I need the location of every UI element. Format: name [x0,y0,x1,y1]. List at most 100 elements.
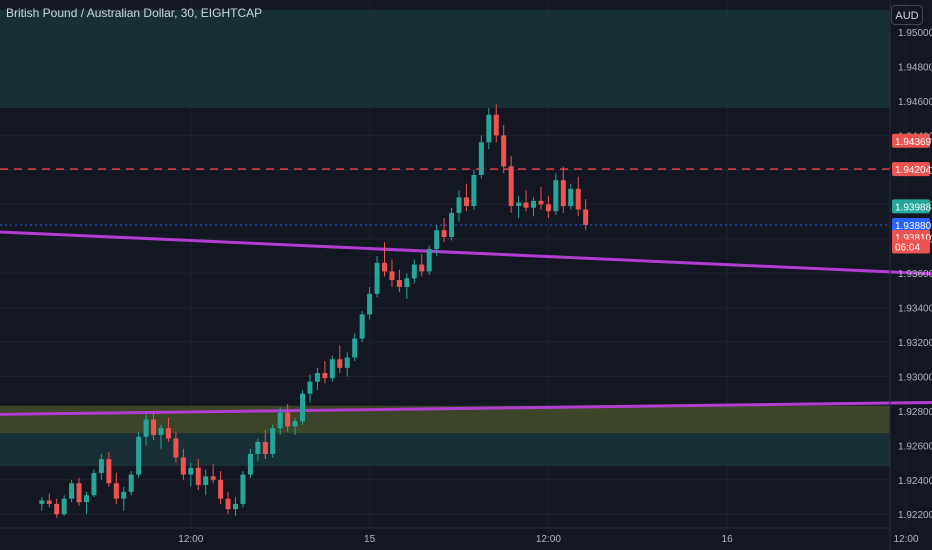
candle-body [84,495,89,503]
candle-body [91,472,97,496]
candle-body [493,114,499,136]
symbol-title: British Pound / Australian Dollar, 30, E… [6,6,263,20]
candle-body [456,197,462,213]
price-label-bg [892,199,930,214]
candle-body [523,202,529,208]
candle-body [374,262,380,294]
candle-body [292,421,298,427]
price-label: 1.94369 [895,137,932,148]
candle-body [128,474,134,492]
candle-body [247,453,253,475]
zones [0,9,890,467]
candle-body [203,476,209,485]
candle-body [113,483,119,499]
candle-body [106,459,112,484]
y-tick-label: 1.93000 [898,372,932,383]
candle-body [39,500,45,504]
candle-body [54,503,60,515]
candle-body [195,467,201,485]
y-tick-label: 1.92800 [898,407,932,418]
candle-body [165,428,171,439]
x-tick-label: 15 [364,534,376,545]
price-label: 06:04 [895,242,920,253]
candle-body [46,500,52,504]
candle-body [478,142,484,176]
price-label: 1.94204 [895,165,932,176]
candle-body [218,479,224,499]
candle-body [449,212,455,238]
candle-body [411,264,417,279]
candle-body [486,114,492,143]
y-tick-label: 1.95000 [898,28,932,39]
y-tick-label: 1.93400 [898,304,932,315]
candle-body [314,373,320,382]
candle-body [143,419,149,437]
candle-body [404,278,410,287]
candle-body [396,280,402,287]
y-tick-label: 1.93600 [898,269,932,280]
x-tick-label: 12:00 [893,534,918,545]
price-label: 1.93880 [895,221,932,232]
currency-button[interactable]: AUD [891,5,923,25]
price-label-bg [892,239,930,254]
candle-body [352,338,358,358]
price-label: 1.93988 [895,202,932,213]
candle-body [516,202,522,207]
price-label-bg [892,133,930,148]
y-tick-label: 1.92600 [898,441,932,452]
support-zone-lower [0,433,890,467]
candle-body [255,441,261,454]
candle-body [98,459,104,473]
candle-body [575,188,581,210]
trendlines [0,168,932,416]
candle-body [426,249,432,272]
x-tick-label: 12:00 [178,534,203,545]
candle-body [225,498,231,510]
candle-body [568,188,574,207]
candle-body [233,503,238,510]
candle-body [277,412,283,429]
price-label: 1.93810 [895,233,932,244]
x-tick-label: 12:00 [536,534,561,545]
candle-body [463,197,469,207]
candle-body [419,264,425,272]
candles [39,104,589,518]
candle-body [173,438,179,458]
candle-body [262,441,268,454]
candle-body [560,180,566,207]
y-tick-label: 1.92200 [898,510,932,521]
y-tick-label: 1.94600 [898,97,932,108]
candle-body [322,373,328,379]
y-tick-label: 1.92400 [898,476,932,487]
candle-body [553,180,559,212]
candle-body [151,419,157,436]
candle-body [180,457,186,475]
candle-body [270,428,276,454]
candle-body [210,476,216,480]
candle-body [329,359,335,379]
candle-body [583,209,589,225]
price-label-bg [892,217,930,232]
candle-body [136,436,142,475]
candle-body [545,204,551,212]
candle-body [76,483,82,503]
candle-body [158,428,164,436]
candle-body [367,293,373,315]
candle-body [300,393,306,422]
candle-body [307,381,313,394]
candle-body [538,200,544,205]
candle-body [337,359,343,368]
candle-body [434,230,440,250]
candle-body [285,412,291,427]
candle-body [69,483,75,499]
resistance-zone [0,9,890,108]
candle-body [441,230,447,238]
upper-trendline [0,230,932,276]
candle-body [359,314,365,339]
candle-body [61,498,67,515]
candle-body [531,200,536,208]
candle-body [121,491,127,499]
y-tick-label: 1.93200 [898,338,932,349]
